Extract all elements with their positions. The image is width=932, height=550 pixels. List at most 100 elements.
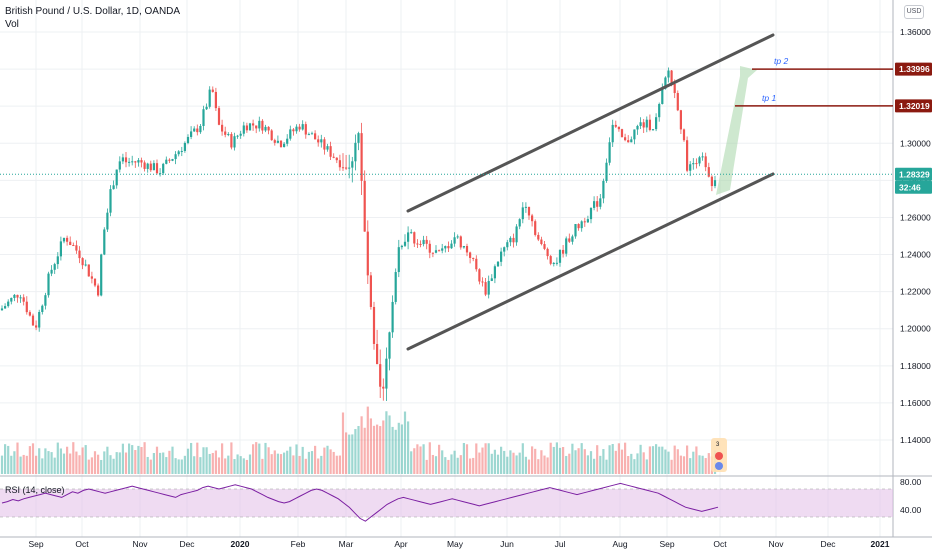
- candle-body: [462, 245, 465, 248]
- candle-body: [146, 163, 149, 169]
- volume-bar: [543, 455, 546, 474]
- candle-body: [531, 215, 534, 222]
- candle-body: [450, 243, 453, 249]
- candle-body: [289, 129, 292, 139]
- volume-bar: [298, 455, 301, 474]
- candle-body: [186, 136, 190, 143]
- volume-bar: [397, 422, 400, 474]
- time-axis-label: Oct: [713, 539, 727, 549]
- volume-bar: [521, 443, 524, 474]
- candle-body: [438, 250, 441, 252]
- volume-bar: [478, 452, 481, 474]
- candle-body: [630, 139, 633, 143]
- volume-bar: [186, 448, 190, 474]
- volume-bar: [493, 449, 496, 474]
- price-axis-label: 1.30000: [900, 138, 931, 148]
- candle-body: [676, 93, 679, 111]
- volume-bar: [475, 443, 478, 474]
- volume-bar: [376, 424, 379, 474]
- price-axis-label: 1.22000: [900, 287, 931, 297]
- candle-body: [620, 129, 624, 138]
- candle-body: [679, 110, 682, 130]
- volume-bar: [66, 446, 69, 474]
- volume-bar: [648, 446, 651, 474]
- event-count: 3: [716, 442, 720, 448]
- candle-body: [38, 312, 41, 328]
- volume-bar: [155, 446, 159, 474]
- volume-bar: [704, 458, 707, 474]
- volume-bar: [459, 455, 462, 474]
- time-axis-label: Sep: [659, 539, 674, 549]
- volume-bar: [292, 455, 295, 474]
- candle-body: [326, 146, 329, 150]
- volume-indicator-label[interactable]: Vol: [5, 19, 19, 30]
- candle-body: [416, 243, 419, 245]
- volume-bar: [320, 455, 323, 474]
- volume-bar: [103, 451, 106, 474]
- volume-bar: [261, 458, 264, 474]
- volume-bar: [673, 445, 676, 474]
- candle-body: [28, 312, 31, 316]
- rsi-indicator-label[interactable]: RSI (14, close): [5, 485, 65, 495]
- volume-bar: [630, 453, 633, 474]
- volume-bar: [338, 455, 341, 474]
- volume-bar: [385, 411, 388, 474]
- volume-bar: [410, 451, 413, 474]
- volume-bar: [41, 458, 44, 474]
- volume-bar: [400, 424, 403, 474]
- candle-body: [403, 241, 407, 246]
- candle-body: [363, 180, 366, 232]
- candle-body: [140, 160, 143, 163]
- volume-bar: [679, 455, 682, 474]
- candle-body: [121, 157, 124, 162]
- tp1-price-tag: 1.32019: [895, 99, 932, 113]
- candle-body: [165, 159, 168, 164]
- volume-bar: [546, 457, 549, 474]
- candle-body: [137, 160, 140, 163]
- candle-body: [686, 140, 689, 171]
- candle-body: [56, 256, 59, 265]
- candle-body: [177, 151, 180, 155]
- volume-bar: [617, 443, 620, 474]
- price-axis-label: 1.20000: [900, 324, 931, 334]
- candle-body: [196, 128, 199, 133]
- volume-bar: [661, 446, 664, 474]
- volume-bar: [72, 442, 75, 474]
- volume-bar: [382, 420, 385, 474]
- candle-body: [577, 224, 580, 229]
- time-axis-label: 2021: [871, 539, 890, 549]
- volume-bar: [109, 455, 112, 474]
- volume-bar: [676, 449, 679, 474]
- candle-body: [453, 237, 456, 244]
- candle-body: [78, 250, 81, 259]
- candle-body: [317, 139, 320, 143]
- volume-bar: [639, 444, 642, 474]
- candle-body: [112, 185, 115, 190]
- candle-body: [428, 243, 431, 253]
- currency-button[interactable]: USD: [904, 5, 924, 19]
- volume-bar: [388, 415, 391, 474]
- volume-bar: [304, 458, 307, 474]
- candle-body: [320, 139, 323, 143]
- countdown-tag-text: 32:46: [899, 182, 921, 192]
- volume-bar: [205, 447, 208, 474]
- candle-body: [540, 239, 543, 245]
- candle-body: [611, 124, 614, 143]
- tp2-price-tag-bg: [895, 62, 932, 76]
- candle-body: [233, 136, 236, 148]
- candle-body: [180, 150, 183, 152]
- event-flag-icon: [715, 452, 723, 460]
- candle-body: [10, 297, 13, 302]
- candle-body: [168, 159, 171, 161]
- candle-body: [552, 262, 555, 264]
- volume-bar: [614, 450, 617, 474]
- volume-bar: [599, 455, 602, 474]
- volume-bar: [211, 452, 214, 474]
- volume-bar: [10, 455, 13, 474]
- candle-body: [509, 237, 512, 243]
- volume-bar: [465, 444, 469, 474]
- volume-bar: [472, 457, 475, 474]
- volume-bar: [372, 425, 376, 474]
